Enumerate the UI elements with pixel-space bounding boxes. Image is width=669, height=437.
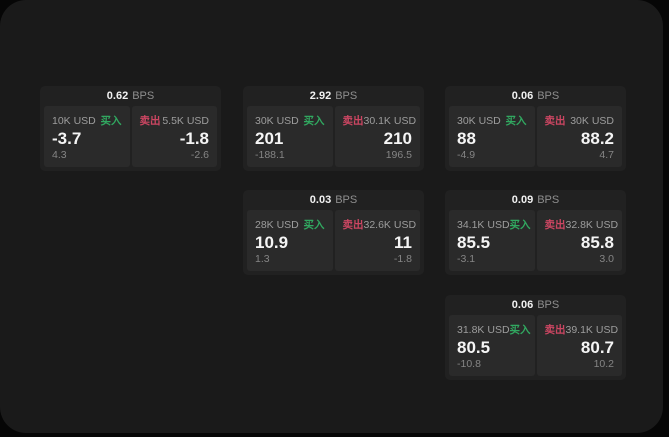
spread-header: 0.62 BPS: [40, 86, 221, 106]
sell-price: 210: [383, 129, 412, 148]
sell-panel[interactable]: 卖出 39.1K USD 80.7 10.2: [536, 315, 622, 376]
quote-card: 0.06 BPS 30K USD 买入 88 -4.9 卖出 30K USD 8…: [445, 86, 626, 171]
sell-side-label: 卖出: [544, 219, 566, 231]
sell-delta: 3.0: [599, 253, 614, 265]
quote-card: 0.09 BPS 34.1K USD 买入 85.5 -3.1 卖出 32.8K…: [445, 190, 626, 275]
buy-price: -3.7: [52, 129, 82, 148]
buy-size: 31.8K USD: [457, 324, 510, 336]
buy-panel[interactable]: 30K USD 买入 88 -4.9: [449, 106, 535, 167]
sell-delta: 196.5: [385, 149, 412, 161]
quote-card: 0.03 BPS 28K USD 买入 10.9 1.3 卖出 32.6K US…: [243, 190, 424, 275]
buy-delta: 1.3: [255, 253, 270, 265]
sell-delta: -2.6: [190, 149, 209, 161]
sell-side-label: 卖出: [139, 115, 161, 127]
quote-panels: 30K USD 买入 201 -188.1 卖出 30.1K USD 210 1…: [243, 106, 424, 171]
spread-header: 0.06 BPS: [445, 295, 626, 315]
spread-unit: BPS: [537, 90, 560, 102]
sell-price: -1.8: [179, 129, 209, 148]
spread-value: 0.09: [511, 194, 534, 206]
spread-header: 0.06 BPS: [445, 86, 626, 106]
sell-delta: 4.7: [599, 149, 614, 161]
quote-card: 0.06 BPS 31.8K USD 买入 80.5 -10.8 卖出 39.1…: [445, 295, 626, 380]
quote-panels: 31.8K USD 买入 80.5 -10.8 卖出 39.1K USD 80.…: [445, 315, 626, 380]
buy-delta: -4.9: [457, 149, 476, 161]
sell-panel[interactable]: 卖出 32.6K USD 11 -1.8: [334, 210, 420, 271]
buy-delta: -3.1: [457, 253, 476, 265]
buy-price: 80.5: [457, 338, 491, 357]
buy-size: 30K USD: [457, 115, 501, 127]
quote-panels: 30K USD 买入 88 -4.9 卖出 30K USD 88.2 4.7: [445, 106, 626, 171]
buy-price: 10.9: [255, 233, 289, 252]
quote-card: 0.62 BPS 10K USD 买入 -3.7 4.3 卖出 5.5K USD…: [40, 86, 221, 171]
buy-panel[interactable]: 28K USD 买入 10.9 1.3: [247, 210, 333, 271]
quote-panels: 28K USD 买入 10.9 1.3 卖出 32.6K USD 11 -1.8: [243, 210, 424, 275]
buy-side-label: 买入: [509, 219, 531, 231]
sell-price: 11: [394, 233, 412, 252]
buy-size: 30K USD: [255, 115, 299, 127]
spread-value: 0.06: [511, 299, 534, 311]
sell-side-label: 卖出: [544, 324, 566, 336]
spread-header: 2.92 BPS: [243, 86, 424, 106]
sell-side-label: 卖出: [544, 115, 566, 127]
buy-size: 10K USD: [52, 115, 96, 127]
spread-header: 0.09 BPS: [445, 190, 626, 210]
buy-price: 85.5: [457, 233, 491, 252]
buy-panel[interactable]: 31.8K USD 买入 80.5 -10.8: [449, 315, 535, 376]
buy-side-label: 买入: [303, 219, 325, 231]
buy-side-label: 买入: [303, 115, 325, 127]
buy-side-label: 买入: [509, 324, 531, 336]
sell-size: 30.1K USD: [363, 115, 417, 127]
spread-unit: BPS: [335, 194, 358, 206]
sell-size: 30K USD: [570, 115, 614, 127]
sell-size: 5.5K USD: [162, 115, 209, 127]
spread-unit: BPS: [132, 90, 155, 102]
sell-price: 88.2: [580, 129, 614, 148]
buy-price: 88: [457, 129, 476, 148]
buy-delta: -188.1: [255, 149, 285, 161]
sell-size: 32.8K USD: [565, 219, 619, 231]
sell-price: 85.8: [580, 233, 614, 252]
sell-side-label: 卖出: [342, 219, 364, 231]
buy-panel[interactable]: 30K USD 买入 201 -188.1: [247, 106, 333, 167]
buy-price: 201: [255, 129, 284, 148]
sell-delta: 10.2: [593, 358, 614, 370]
sell-panel[interactable]: 卖出 32.8K USD 85.8 3.0: [536, 210, 622, 271]
buy-size: 28K USD: [255, 219, 299, 231]
sell-side-label: 卖出: [342, 115, 364, 127]
sell-panel[interactable]: 卖出 5.5K USD -1.8 -2.6: [131, 106, 217, 167]
sell-size: 39.1K USD: [565, 324, 619, 336]
buy-delta: 4.3: [52, 149, 67, 161]
buy-panel[interactable]: 34.1K USD 买入 85.5 -3.1: [449, 210, 535, 271]
spread-unit: BPS: [335, 90, 358, 102]
sell-delta: -1.8: [393, 253, 412, 265]
spread-value: 0.03: [309, 194, 332, 206]
sell-price: 80.7: [580, 338, 614, 357]
quote-card: 2.92 BPS 30K USD 买入 201 -188.1 卖出 30.1K …: [243, 86, 424, 171]
spread-value: 0.06: [511, 90, 534, 102]
spread-value: 2.92: [309, 90, 332, 102]
buy-side-label: 买入: [100, 115, 122, 127]
spread-unit: BPS: [537, 194, 560, 206]
spread-value: 0.62: [106, 90, 129, 102]
quote-panels: 10K USD 买入 -3.7 4.3 卖出 5.5K USD -1.8 -2.…: [40, 106, 221, 171]
sell-panel[interactable]: 卖出 30K USD 88.2 4.7: [536, 106, 622, 167]
buy-size: 34.1K USD: [457, 219, 510, 231]
quote-panels: 34.1K USD 买入 85.5 -3.1 卖出 32.8K USD 85.8…: [445, 210, 626, 275]
spread-header: 0.03 BPS: [243, 190, 424, 210]
buy-side-label: 买入: [505, 115, 527, 127]
buy-panel[interactable]: 10K USD 买入 -3.7 4.3: [44, 106, 130, 167]
buy-delta: -10.8: [457, 358, 481, 370]
spread-unit: BPS: [537, 299, 560, 311]
sell-size: 32.6K USD: [363, 219, 417, 231]
sell-panel[interactable]: 卖出 30.1K USD 210 196.5: [334, 106, 420, 167]
